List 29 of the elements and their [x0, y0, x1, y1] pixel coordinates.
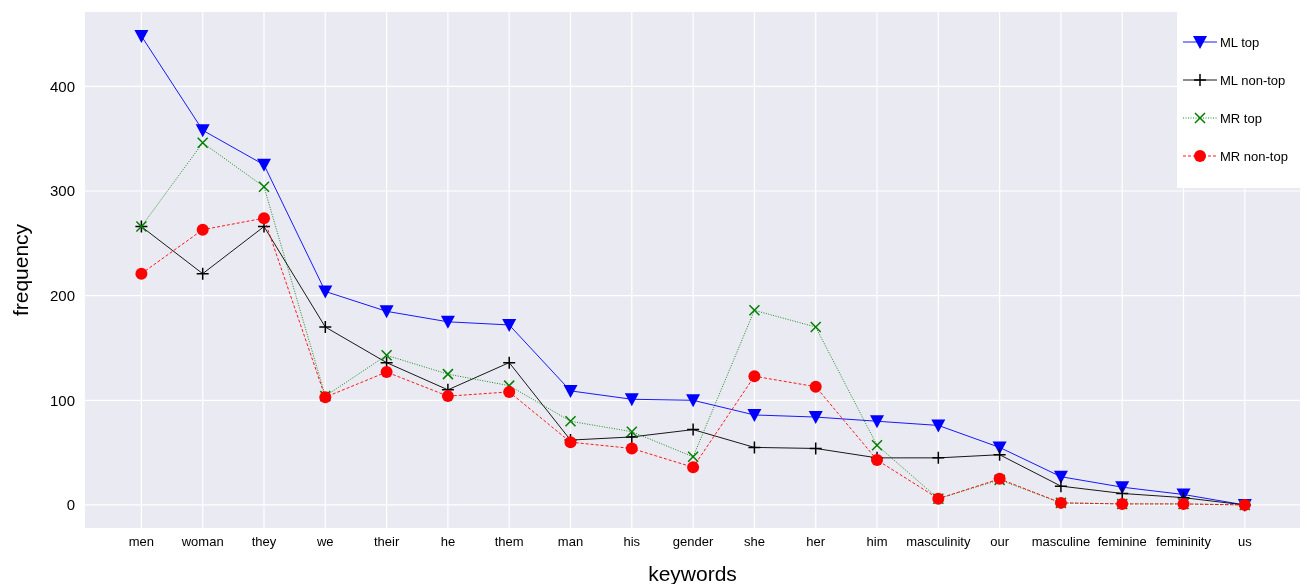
y-tick-label: 400	[49, 77, 75, 95]
x-tick-label: our	[990, 534, 1010, 549]
x-tick-label: they	[251, 534, 277, 549]
y-axis-title: frequency	[9, 223, 32, 317]
x-tick-label: feminine	[1097, 534, 1147, 549]
x-tick-label: he	[440, 534, 456, 549]
legend-label: MR non-top	[1220, 148, 1288, 164]
x-tick-label: gender	[672, 534, 715, 549]
y-tick-label: 200	[49, 286, 75, 304]
x-tick-label: men	[128, 534, 155, 549]
x-tick-label: us	[1237, 534, 1253, 549]
x-tick-label: masculinity	[906, 534, 971, 549]
x-tick-label: masculine	[1031, 534, 1091, 549]
legend-label: MR top	[1220, 110, 1262, 126]
x-tick-label: she	[743, 534, 765, 549]
y-tick-label: 0	[66, 496, 75, 514]
x-tick-label: femininity	[1156, 534, 1212, 549]
y-tick-label: 100	[49, 391, 75, 409]
x-tick-label: him	[866, 534, 888, 549]
y-tick-label: 300	[49, 182, 75, 200]
x-tick-label: his	[623, 534, 641, 549]
x-tick-label: her	[806, 534, 826, 549]
x-tick-label: them	[494, 534, 524, 549]
x-tick-label: woman	[180, 534, 224, 549]
x-tick-label: we	[315, 534, 334, 549]
legend-label: ML non-top	[1220, 72, 1286, 88]
legend-label: ML top	[1220, 34, 1260, 50]
x-tick-label: their	[373, 534, 400, 549]
x-tick-label: man	[557, 534, 584, 549]
